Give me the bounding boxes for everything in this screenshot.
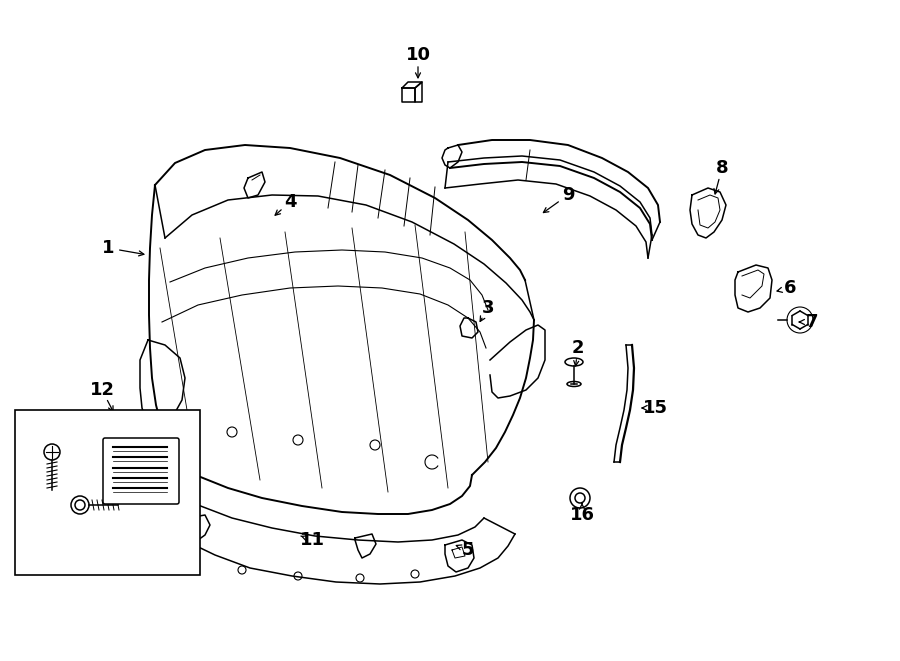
Text: 13: 13 [56, 501, 80, 519]
Text: 11: 11 [300, 531, 325, 549]
Bar [15, 410, 200, 575]
Text: 6: 6 [784, 279, 796, 297]
Text: 16: 16 [570, 506, 595, 524]
Text: 9: 9 [562, 186, 574, 204]
Text: 2: 2 [572, 339, 584, 357]
Text: 4: 4 [284, 193, 296, 211]
Text: 10: 10 [406, 46, 430, 64]
FancyBboxPatch shape [103, 438, 179, 504]
Text: 8: 8 [716, 159, 728, 177]
Text: 14: 14 [30, 439, 55, 457]
Text: 12: 12 [89, 381, 114, 399]
Text: 7: 7 [806, 313, 818, 331]
Text: 3: 3 [482, 299, 494, 317]
Text: 15: 15 [643, 399, 668, 417]
Text: 1: 1 [102, 239, 114, 257]
Text: 5: 5 [462, 541, 474, 559]
